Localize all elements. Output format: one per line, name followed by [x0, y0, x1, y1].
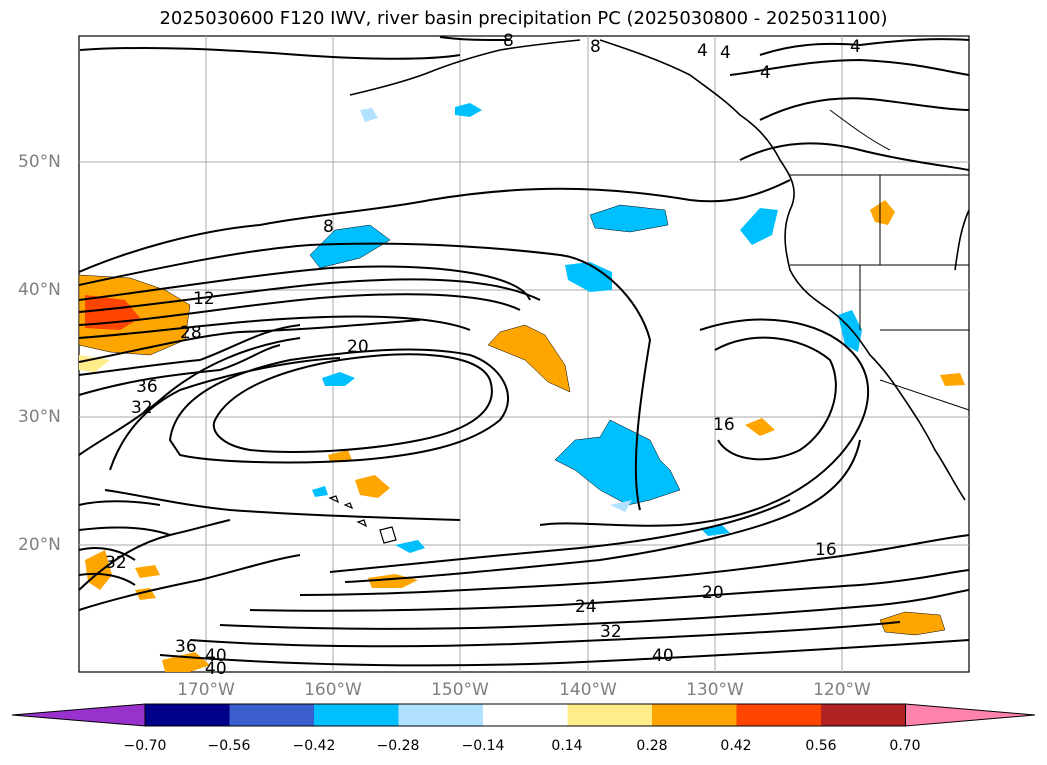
colorbar-tick: −0.70 — [123, 738, 167, 754]
contour-label: 4 — [720, 43, 731, 63]
colorbar-tick: −0.56 — [207, 738, 251, 754]
colorbar — [11, 703, 1036, 727]
colorbar-segment — [229, 704, 314, 726]
contour-label: 32 — [105, 553, 127, 573]
colorbar-tick: −0.42 — [292, 738, 336, 754]
contour-label: 40 — [205, 646, 227, 666]
lon-label-160w: 160°W — [304, 680, 362, 700]
contour-label: 28 — [180, 323, 202, 343]
colorbar-segment — [483, 704, 568, 726]
contour-label: 4 — [760, 63, 771, 83]
colorbar-extend-high — [905, 703, 1036, 727]
colorbar-tick: −0.14 — [461, 738, 505, 754]
colorbar-segment — [736, 704, 821, 726]
lon-label-150w: 150°W — [431, 680, 489, 700]
contour-label: 40 — [205, 659, 227, 679]
contour-label: 36 — [175, 637, 197, 657]
colorbar-tick: 0.56 — [805, 738, 837, 754]
contour-label: 16 — [815, 540, 837, 560]
contour-label: 8 — [503, 31, 514, 51]
contour-label: 36 — [136, 377, 158, 397]
contour-label-group: 8 8 4 4 4 4 8 12 28 20 36 32 16 16 32 24… — [105, 31, 861, 679]
map-title: 2025030600 F120 IWV, river basin precipi… — [159, 8, 888, 29]
lon-label-130w: 130°W — [686, 680, 744, 700]
colorbar-tick: 0.14 — [551, 738, 583, 754]
colorbar-segment — [821, 704, 906, 726]
contour-label: 8 — [590, 37, 601, 57]
contour-label: 40 — [652, 646, 674, 666]
contour-label: 12 — [193, 289, 215, 309]
precip-shading — [78, 103, 965, 672]
contour-label: 24 — [575, 597, 597, 617]
contour-label: 32 — [131, 398, 153, 418]
contour-label: 20 — [347, 337, 369, 357]
iwv-contours — [78, 36, 970, 667]
lon-label-120w: 120°W — [813, 680, 871, 700]
colorbar-tick: 0.42 — [720, 738, 752, 754]
colorbar-segment — [652, 704, 737, 726]
colorbar-tick: 0.70 — [889, 738, 921, 754]
lat-label-40n: 40°N — [18, 280, 61, 300]
borders — [790, 109, 970, 411]
colorbar-segment — [567, 704, 652, 726]
lat-label-20n: 20°N — [18, 535, 61, 555]
colorbar-tick: −0.28 — [376, 738, 420, 754]
contour-label: 4 — [850, 37, 861, 57]
colorbar-extend-low — [11, 703, 146, 727]
colorbar-outline — [144, 703, 906, 727]
map-panel: 8 8 4 4 4 4 8 12 28 20 36 32 16 16 32 24… — [78, 31, 970, 679]
lat-label-30n: 30°N — [18, 407, 61, 427]
colorbar-tick: 0.28 — [636, 738, 668, 754]
contour-label: 20 — [702, 583, 724, 603]
contour-label: 16 — [713, 415, 735, 435]
lon-label-170w: 170°W — [177, 680, 235, 700]
contour-label: 4 — [697, 41, 708, 61]
colorbar-segment — [314, 704, 399, 726]
colorbar-segment — [398, 704, 483, 726]
lat-label-50n: 50°N — [18, 152, 61, 172]
contour-label: 32 — [600, 622, 622, 642]
lon-label-140w: 140°W — [559, 680, 617, 700]
contour-label: 8 — [323, 217, 334, 237]
hawaiian-islands — [328, 495, 397, 544]
colorbar-segment — [145, 704, 230, 726]
